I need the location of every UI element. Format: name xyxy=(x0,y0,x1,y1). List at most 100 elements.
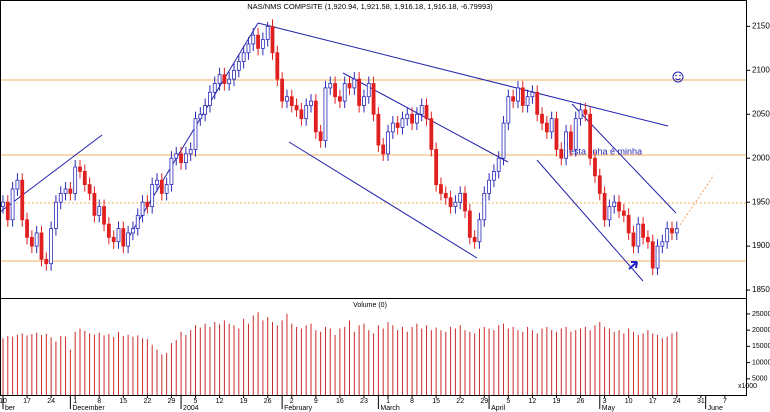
month-label: May xyxy=(602,405,616,412)
candle-body xyxy=(520,87,525,106)
candle-body xyxy=(270,25,275,54)
candle-body xyxy=(434,149,439,186)
candle-body xyxy=(188,149,193,155)
x-tick-label: 31 xyxy=(697,398,705,405)
x-tick-label: 29 xyxy=(168,398,176,405)
candle-body xyxy=(621,210,626,216)
candle-body xyxy=(559,149,564,159)
candle-body xyxy=(318,131,323,142)
y-tick-label: 2150 xyxy=(752,21,770,30)
candle-body xyxy=(674,228,679,234)
candle-body xyxy=(381,144,386,155)
candle-body xyxy=(193,118,198,150)
candle-body xyxy=(203,105,208,115)
candle-body xyxy=(655,245,660,269)
y-tick-label: 2100 xyxy=(752,65,770,74)
candle-body xyxy=(573,118,578,150)
y-tick-label: 1950 xyxy=(752,197,770,206)
candle-body xyxy=(362,96,366,106)
month-label: ber xyxy=(5,405,16,412)
candle-body xyxy=(458,192,463,203)
candle-body xyxy=(313,100,318,133)
candle-body xyxy=(544,122,549,133)
candle-body xyxy=(569,131,573,150)
x-tick-label: 24 xyxy=(47,398,55,405)
candle-body xyxy=(256,34,260,49)
x-tick-label: 19 xyxy=(240,398,248,405)
candle-body xyxy=(212,83,217,93)
candle-body xyxy=(135,214,140,229)
x-tick-label: 3 xyxy=(603,398,607,405)
candle-body xyxy=(102,206,106,225)
candle-body xyxy=(487,179,491,194)
y-tick-label: 15000 xyxy=(752,343,770,350)
candle-body xyxy=(443,192,448,199)
x-tick-label: 2 xyxy=(290,398,294,405)
candle-body xyxy=(54,201,58,229)
candle-body xyxy=(607,206,612,221)
candle-body xyxy=(511,96,516,102)
x-tick-label: 17 xyxy=(23,398,31,405)
candle-body xyxy=(227,78,232,84)
candle-body xyxy=(285,96,289,102)
candle-body xyxy=(92,192,97,216)
month-label: February xyxy=(284,405,313,412)
candle-body xyxy=(453,201,458,207)
x-tick-label: 15 xyxy=(119,398,127,405)
candle-body xyxy=(39,232,44,260)
candle-body xyxy=(390,122,395,133)
x-tick-label: 1 xyxy=(386,398,390,405)
candle-body xyxy=(304,105,309,120)
annotation: esta linha é minha xyxy=(569,146,642,156)
trend-line xyxy=(288,141,478,259)
x-tick-label: 22 xyxy=(456,398,464,405)
candle-body xyxy=(159,179,164,194)
candle-body xyxy=(169,157,174,186)
chart-title: NAS/NMS COMPSITE (1,920.94, 1,921.58, 1,… xyxy=(247,2,493,11)
candle-body xyxy=(1,201,5,207)
candle-body xyxy=(371,83,376,115)
candle-body xyxy=(506,96,511,124)
y-tick-label: 5000 xyxy=(752,376,768,383)
candle-body xyxy=(5,201,10,221)
smiley xyxy=(672,71,684,83)
candle-body xyxy=(236,61,241,71)
x-tick-label: 8 xyxy=(97,398,101,405)
volume-panel xyxy=(0,298,747,396)
candle-body xyxy=(232,69,236,80)
candle-body xyxy=(631,232,636,247)
x-tick-label: 12 xyxy=(529,398,537,405)
candle-body xyxy=(251,34,256,45)
candle-body xyxy=(289,96,294,106)
candle-body xyxy=(578,109,583,120)
y-tick-label: 10000 xyxy=(752,359,770,366)
candle-body xyxy=(650,241,655,269)
candle-body xyxy=(121,228,126,247)
candle-body xyxy=(646,236,650,243)
candle-body xyxy=(429,118,434,150)
candle-body xyxy=(414,113,419,124)
candle-body xyxy=(366,83,371,98)
x-tick-label: 15 xyxy=(432,398,440,405)
candle-body xyxy=(145,201,150,207)
candle-body xyxy=(496,157,501,172)
candle-body xyxy=(299,109,304,120)
arrow xyxy=(628,261,638,270)
y-tick-label: 20000 xyxy=(752,327,770,334)
candle-body xyxy=(222,74,227,84)
x-tick-label: 5 xyxy=(194,398,198,405)
candle-body xyxy=(10,188,15,221)
candle-body xyxy=(588,113,593,159)
candle-body xyxy=(155,179,159,186)
month-label: April xyxy=(491,405,505,412)
candle-body xyxy=(15,179,20,190)
candle-body xyxy=(357,78,362,106)
candle-body xyxy=(400,118,405,128)
volume-title: Volume (0) xyxy=(353,302,387,309)
candle-body xyxy=(78,166,82,172)
candle-body xyxy=(49,228,54,265)
candle-body xyxy=(82,171,87,186)
x-tick-label: 9 xyxy=(314,398,318,405)
trend-line xyxy=(257,22,669,127)
